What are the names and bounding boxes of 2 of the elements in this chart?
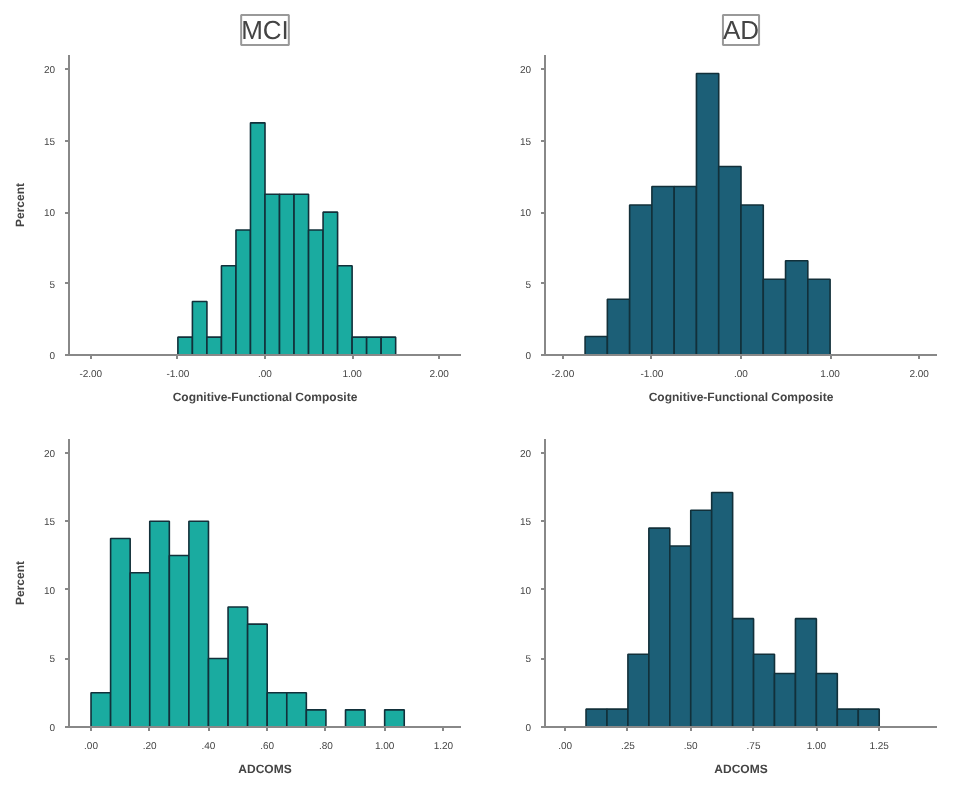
chart-title: AD bbox=[722, 15, 760, 45]
chart-title: MCI bbox=[241, 15, 289, 45]
